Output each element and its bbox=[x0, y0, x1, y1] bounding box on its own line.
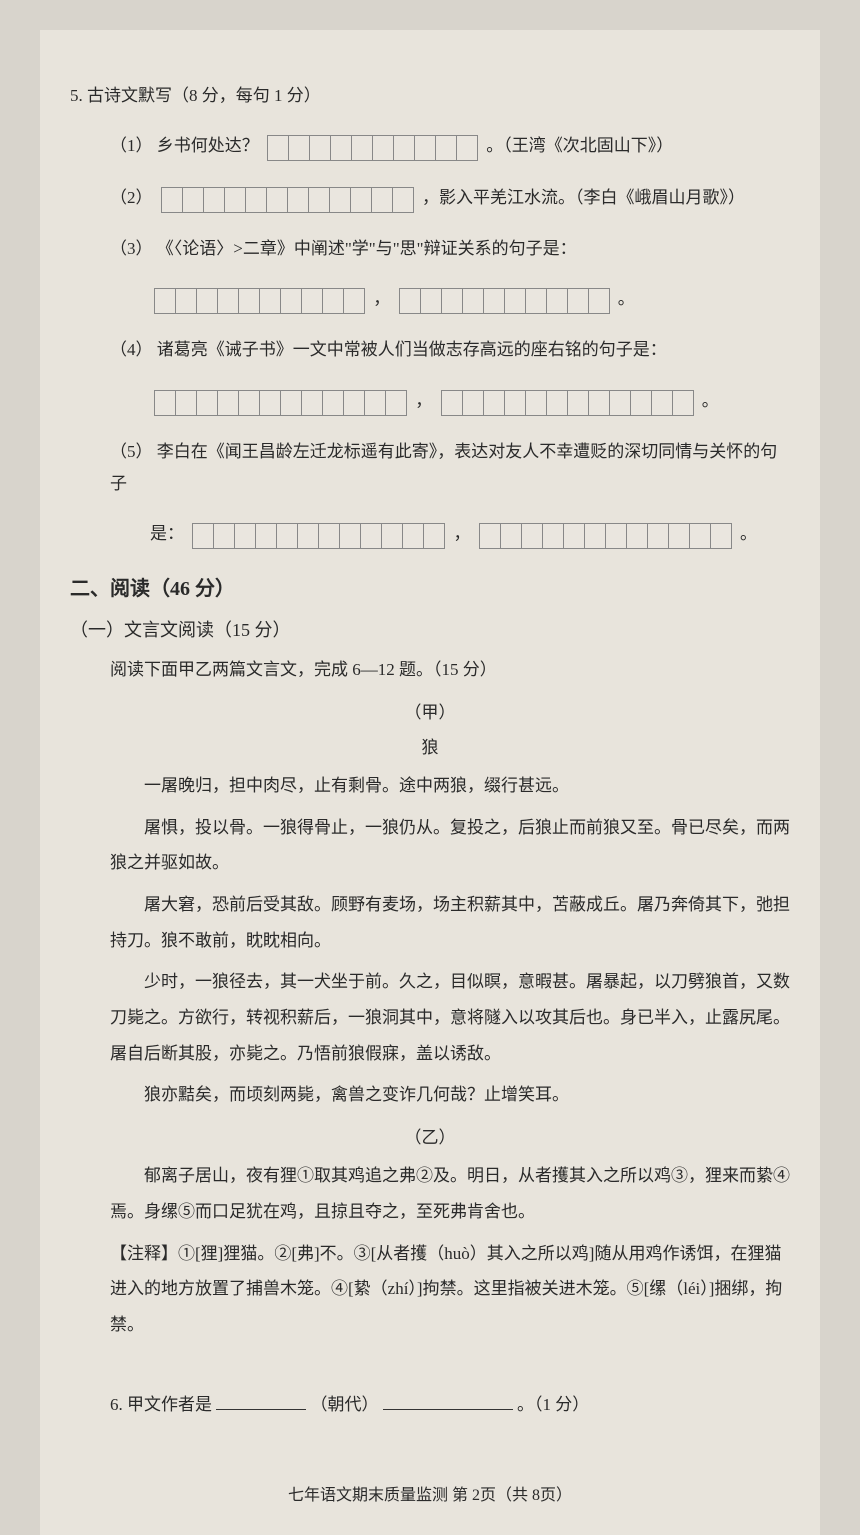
jia-title: 狼 bbox=[70, 733, 790, 758]
q5-5-prefix: 是： bbox=[150, 524, 184, 543]
q5-item-3: （3） 《〈论语〉>二章》中阐述"学"与"思"辩证关系的句子是： bbox=[110, 233, 790, 265]
q5-3-end: 。 bbox=[618, 289, 635, 308]
q5-4-text: 诸葛亮《诫子书》一文中常被人们当做志存高远的座右铭的句子是： bbox=[157, 340, 667, 359]
yi-p1: 郁离子居山，夜有狸①取其鸡追之弗②及。明日，从者擭其入之所以鸡③，狸来而絷④焉。… bbox=[110, 1158, 790, 1229]
section2-sub1-header: （一）文言文阅读（15 分） bbox=[70, 616, 790, 642]
q5-item-1: （1） 乡书何处达？ 。（王湾《次北固山下》） bbox=[110, 130, 790, 163]
q5-item-4: （4） 诸葛亮《诫子书》一文中常被人们当做志存高远的座右铭的句子是： bbox=[110, 334, 790, 366]
q5-5-grids: 是： ， 。 bbox=[150, 518, 790, 551]
q6-after: 。（1 分） bbox=[517, 1395, 589, 1414]
q5-2-after: ，影入平羌江水流。（李白《峨眉山月歌》） bbox=[422, 188, 745, 207]
q5-5-text: 李白在《闻王昌龄左迁龙标遥有此寄》，表达对友人不幸遭贬的深切同情与关怀的句子 bbox=[110, 442, 777, 493]
q5-4-grids: ， 。 bbox=[150, 385, 790, 418]
q5-4-end: 。 bbox=[702, 391, 719, 410]
page-footer: 七年语文期末质量监测 第 2页（共 8页） bbox=[70, 1481, 790, 1505]
answer-blank[interactable] bbox=[216, 1392, 306, 1410]
q5-1-after: 。（王湾《次北固山下》） bbox=[486, 136, 673, 155]
q5-4-mid: ， bbox=[415, 391, 432, 410]
q5-1-num: （1） bbox=[110, 136, 153, 155]
q5-5-num: （5） bbox=[110, 442, 153, 461]
answer-grid[interactable] bbox=[267, 131, 478, 163]
jia-p3: 屠大窘，恐前后受其敌。顾野有麦场，场主积薪其中，苫蔽成丘。屠乃奔倚其下，弛担持刀… bbox=[110, 887, 790, 958]
q5-3-grids: ， 。 bbox=[150, 283, 790, 316]
section2-header: 二、阅读（46 分） bbox=[70, 572, 790, 601]
q5-1-before: 乡书何处达？ bbox=[157, 136, 259, 155]
answer-grid[interactable] bbox=[154, 386, 407, 418]
answer-grid[interactable] bbox=[399, 284, 610, 316]
q5-5-end: 。 bbox=[740, 524, 757, 543]
q6: 6. 甲文作者是 （朝代） 。（1 分） bbox=[110, 1389, 790, 1421]
jia-label: （甲） bbox=[70, 698, 790, 723]
answer-grid[interactable] bbox=[441, 386, 694, 418]
q5-title: 5. 古诗文默写（8 分，每句 1 分） bbox=[70, 80, 790, 112]
answer-grid[interactable] bbox=[154, 284, 365, 316]
q5-3-num: （3） bbox=[110, 239, 153, 258]
q5-3-text: 《〈论语〉>二章》中阐述"学"与"思"辩证关系的句子是： bbox=[157, 239, 577, 258]
jia-p5: 狼亦黠矣，而顷刻两毙，禽兽之变诈几何哉？止增笑耳。 bbox=[110, 1077, 790, 1113]
answer-grid[interactable] bbox=[479, 519, 732, 551]
q5-4-num: （4） bbox=[110, 340, 153, 359]
jia-p2: 屠惧，投以骨。一狼得骨止，一狼仍从。复投之，后狼止而前狼又至。骨已尽矣，而两狼之… bbox=[110, 810, 790, 881]
answer-grid[interactable] bbox=[161, 182, 414, 214]
q6-before: 6. 甲文作者是 bbox=[110, 1395, 212, 1414]
q5-3-mid: ， bbox=[373, 289, 390, 308]
yi-label: （乙） bbox=[70, 1123, 790, 1148]
q6-mid: （朝代） bbox=[311, 1395, 379, 1414]
jia-p4: 少时，一狼径去，其一犬坐于前。久之，目似瞑，意暇甚。屠暴起，以刀劈狼首，又数刀毙… bbox=[110, 964, 790, 1071]
q5-item-2: （2） ，影入平羌江水流。（李白《峨眉山月歌》） bbox=[110, 182, 790, 215]
q5-item-5: （5） 李白在《闻王昌龄左迁龙标遥有此寄》，表达对友人不幸遭贬的深切同情与关怀的… bbox=[110, 436, 790, 501]
q5-2-num: （2） bbox=[110, 188, 153, 207]
jia-p1: 一屠晚归，担中肉尽，止有剩骨。途中两狼，缀行甚远。 bbox=[110, 768, 790, 804]
annotation: 【注释】①[狸]狸猫。②[弗]不。③[从者擭（huò）其入之所以鸡]随从用鸡作诱… bbox=[110, 1236, 790, 1343]
passage-instruction: 阅读下面甲乙两篇文言文，完成 6—12 题。（15 分） bbox=[110, 654, 790, 686]
answer-blank[interactable] bbox=[383, 1392, 513, 1410]
exam-page: 5. 古诗文默写（8 分，每句 1 分） （1） 乡书何处达？ 。（王湾《次北固… bbox=[40, 30, 820, 1535]
answer-grid[interactable] bbox=[192, 519, 445, 551]
q5-5-mid: ， bbox=[454, 524, 471, 543]
